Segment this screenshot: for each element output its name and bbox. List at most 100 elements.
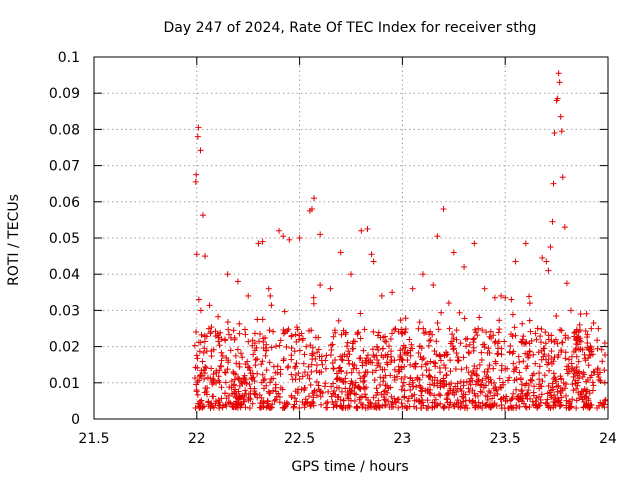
data-point-band [585, 362, 592, 369]
data-point-band [526, 317, 533, 324]
data-point-band [351, 362, 358, 369]
data-point-band [208, 365, 215, 372]
data-point-band [551, 354, 558, 361]
data-point-band [282, 403, 289, 410]
data-point-band [263, 367, 270, 374]
data-point-band [445, 300, 452, 307]
data-point-band [252, 356, 259, 363]
data-point-band [483, 329, 490, 336]
data-point-band [206, 302, 213, 309]
data-point-band [305, 363, 312, 370]
data-point-band [582, 393, 589, 400]
data-point-band [301, 351, 308, 358]
data-point-band [367, 357, 374, 364]
data-point-band [544, 390, 551, 397]
data-point-band [215, 338, 222, 345]
data-point-band [549, 384, 556, 391]
data-point-band [587, 352, 594, 359]
data-point-band [467, 381, 474, 388]
data-point-band [554, 388, 561, 395]
data-point [193, 171, 200, 178]
data-point-band [308, 361, 315, 368]
data-point-band [555, 352, 562, 359]
data-point-band [588, 325, 595, 332]
data-point [419, 271, 426, 278]
data-point-band [454, 380, 461, 387]
data-point-band [520, 358, 527, 365]
data-point-band [356, 396, 363, 403]
data-point-band [259, 316, 266, 323]
data-point-band [383, 338, 390, 345]
data-point [549, 218, 556, 225]
data-point-band [355, 329, 362, 336]
data-point-band [276, 342, 283, 349]
data-point-band [339, 357, 346, 364]
data-point-band [272, 381, 279, 388]
data-point-band [288, 345, 295, 352]
data-point-band [432, 396, 439, 403]
data-point-band [456, 309, 463, 316]
data-point-band [355, 384, 362, 391]
data-point-band [201, 338, 208, 345]
data-point-band [402, 326, 409, 333]
data-point-band [491, 401, 498, 408]
data-point-band [335, 367, 342, 374]
chart-title: Day 247 of 2024, Rate Of TEC Index for r… [164, 20, 537, 36]
data-point-band [362, 368, 369, 375]
data-point-band [267, 292, 274, 299]
data-point-band [569, 396, 576, 403]
data-point-band [227, 347, 234, 354]
data-point-band [242, 376, 249, 383]
data-point-band [548, 394, 555, 401]
data-point-band [230, 327, 237, 334]
data-point-band [475, 325, 482, 332]
data-point [197, 307, 204, 314]
data-point-band [213, 369, 220, 376]
data-point-band [285, 363, 292, 370]
data-point-band [472, 381, 479, 388]
data-point-band [259, 371, 266, 378]
data-point-band [284, 327, 291, 334]
grid-lines [94, 57, 608, 419]
data-point-band [523, 339, 530, 346]
data-point-band [496, 326, 503, 333]
data-point-band [545, 359, 552, 366]
data-point-band [536, 402, 543, 409]
data-point-band [360, 378, 367, 385]
data-point-band [288, 356, 295, 363]
data-point-band [518, 388, 525, 395]
data-point-band [352, 338, 359, 345]
data-point-band [398, 400, 405, 407]
data-point [590, 320, 597, 327]
data-point-band [474, 392, 481, 399]
data-point-band [338, 388, 345, 395]
data-point-band [296, 376, 303, 383]
data-point-band [398, 364, 405, 371]
data-point-band [437, 380, 444, 387]
data-point-band [380, 374, 387, 381]
data-point-band [310, 294, 317, 301]
data-point-band [448, 380, 455, 387]
data-point-band [435, 326, 442, 333]
data-point-band [522, 350, 529, 357]
data-point-band [538, 339, 545, 346]
data-point-band [557, 373, 564, 380]
data-point-band [292, 372, 299, 379]
data-point [197, 147, 204, 154]
data-point-band [402, 344, 409, 351]
data-point-band [332, 329, 339, 336]
data-point-band [580, 404, 587, 411]
data-point-band [264, 398, 271, 405]
data-point-band [418, 363, 425, 370]
data-point-band [291, 364, 298, 371]
data-point-band [480, 384, 487, 391]
data-point-band [572, 336, 579, 343]
data-point-band [515, 353, 522, 360]
data-point-band [427, 328, 434, 335]
data-point-band [413, 405, 420, 412]
data-point-band [553, 383, 560, 390]
data-point-band [268, 302, 275, 309]
data-point-band [340, 397, 347, 404]
data-point-band [260, 338, 267, 345]
data-point-band [498, 395, 505, 402]
